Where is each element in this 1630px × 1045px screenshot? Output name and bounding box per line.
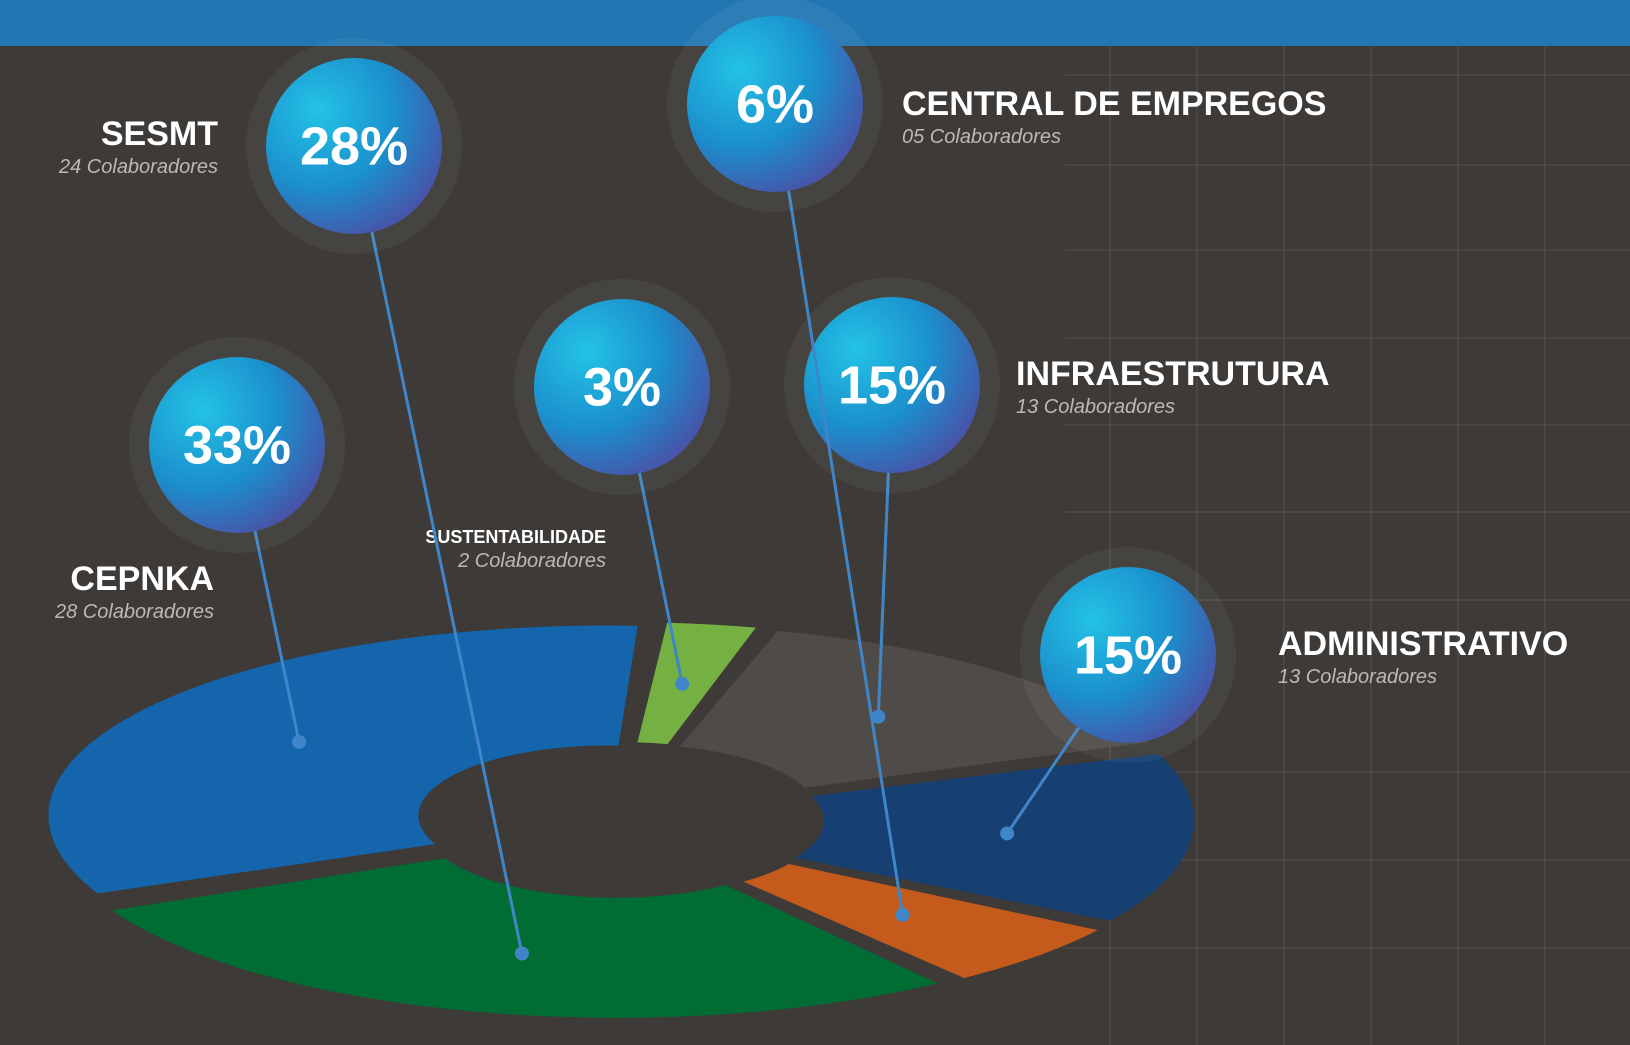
bubble: [687, 16, 863, 192]
pie-slice: [795, 753, 1194, 921]
percent-label: 15%: [1074, 625, 1182, 685]
leader-dot: [895, 907, 910, 922]
percent-label: 6%: [736, 74, 814, 134]
segment-detail: 24 Colaboradores: [58, 156, 218, 178]
percent-label: 28%: [300, 116, 408, 176]
segment-name: CENTRAL DE EMPREGOS: [902, 85, 1326, 123]
segment-detail: 13 Colaboradores: [1278, 666, 1437, 688]
bubble: [1040, 567, 1216, 743]
leader-line: [773, 103, 905, 916]
segment-detail: 28 Colaboradores: [54, 601, 214, 623]
pie-slice: [743, 864, 1098, 979]
segment-name: SUSTENTABILIDADE: [425, 527, 606, 547]
percent-label: 15%: [838, 355, 946, 415]
pie-slice: [679, 630, 1148, 788]
segment-detail: 2 Colaboradores: [457, 550, 606, 572]
segment-name: CEPNKA: [70, 560, 214, 598]
leader-dot: [292, 735, 307, 750]
pie-slice: [637, 622, 756, 745]
background-grid: [1065, 0, 1630, 1045]
segment-name: ADMINISTRATIVO: [1278, 625, 1568, 663]
segment-name: INFRAESTRUTURA: [1016, 355, 1330, 393]
pie-slice: [48, 625, 638, 894]
leader-line: [352, 145, 524, 954]
leader-dot: [675, 676, 690, 691]
leader-dot: [1000, 826, 1015, 841]
percent-label: 3%: [583, 357, 661, 417]
leader-dot: [514, 946, 529, 961]
labels: 33% CEPNKA 28 Colaboradores 3% SUSTENTABILID…: [54, 0, 1568, 961]
pie: [48, 622, 1194, 1018]
segment-name: SESMT: [101, 115, 218, 153]
bubble: [534, 299, 710, 475]
segment-detail: 05 Colaboradores: [902, 126, 1061, 148]
bubble: [804, 297, 980, 473]
leader-dot: [871, 709, 886, 724]
bubble: [266, 58, 442, 234]
segment-detail: 13 Colaboradores: [1016, 396, 1175, 418]
percent-label: 33%: [183, 415, 291, 475]
pie-slice: [112, 858, 938, 1018]
bubble: [149, 357, 325, 533]
